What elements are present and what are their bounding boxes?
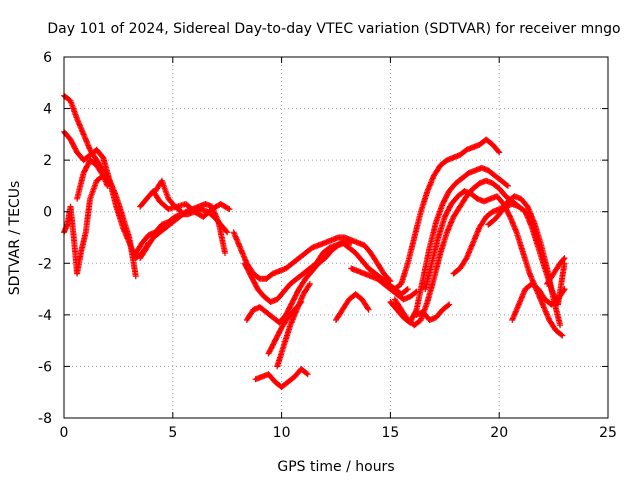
series-markers bbox=[422, 188, 566, 339]
y-tick-label: -4 bbox=[38, 308, 52, 324]
y-tick-label: 6 bbox=[43, 50, 52, 66]
data-series bbox=[61, 92, 568, 391]
series-sat-20 bbox=[413, 301, 453, 323]
y-tick-label: 4 bbox=[43, 102, 52, 118]
series-markers bbox=[509, 280, 568, 323]
series-sat-16 bbox=[348, 265, 420, 303]
y-tick-label: -8 bbox=[38, 411, 52, 427]
x-tick-label: 10 bbox=[273, 425, 291, 441]
x-tick-label: 5 bbox=[168, 425, 177, 441]
series-sat-11 bbox=[243, 239, 355, 326]
series-sat-15 bbox=[333, 291, 372, 323]
y-tick-label: 2 bbox=[43, 153, 52, 169]
series-markers bbox=[413, 301, 453, 323]
y-tick-label: -6 bbox=[38, 359, 52, 375]
series-markers bbox=[152, 177, 185, 215]
y-axis-label: SDTVAR / TECUs bbox=[7, 181, 23, 296]
series-markers bbox=[61, 172, 111, 277]
series-markers bbox=[137, 201, 228, 262]
series-sat-12 bbox=[252, 366, 311, 391]
plot-frame bbox=[63, 56, 609, 419]
series-sat-25 bbox=[544, 255, 568, 287]
x-tick-label: 15 bbox=[381, 425, 399, 441]
series-markers bbox=[365, 136, 503, 293]
series-sat-19 bbox=[391, 177, 522, 329]
series-sat-4 bbox=[74, 157, 113, 202]
series-markers bbox=[230, 229, 394, 285]
series-sat-18 bbox=[387, 164, 511, 326]
x-axis-label: GPS time / hours bbox=[277, 459, 394, 475]
series-sat-23 bbox=[485, 193, 564, 329]
series-markers bbox=[252, 366, 311, 391]
series-markers bbox=[544, 255, 568, 287]
y-tick-label: -2 bbox=[38, 256, 52, 272]
series-sat-21 bbox=[422, 188, 566, 339]
y-tick-label: 0 bbox=[43, 205, 52, 221]
x-tick-label: 20 bbox=[490, 425, 508, 441]
chart-title: Day 101 of 2024, Sidereal Day-to-day VTE… bbox=[47, 21, 620, 37]
series-markers bbox=[348, 265, 420, 303]
x-tick-label: 0 bbox=[60, 425, 69, 441]
series-sat-17 bbox=[365, 136, 503, 293]
series-sat-8 bbox=[152, 177, 185, 215]
series-markers bbox=[74, 157, 113, 202]
series-markers bbox=[243, 239, 355, 326]
series-markers bbox=[333, 291, 372, 323]
series-sat-6 bbox=[137, 201, 228, 262]
series-markers bbox=[485, 193, 564, 329]
series-sat-3 bbox=[61, 172, 111, 277]
series-markers bbox=[274, 280, 313, 370]
x-tick-label: 25 bbox=[599, 425, 617, 441]
series-markers bbox=[391, 177, 522, 329]
series-sat-9 bbox=[230, 229, 394, 285]
axis-ticks: 0 5 10 15 20 25 -8 -6 -4 -2 0 2 4 6 bbox=[38, 50, 617, 441]
grid-lines bbox=[64, 57, 608, 418]
series-sat-14 bbox=[274, 280, 313, 370]
series-sat-24 bbox=[509, 280, 568, 323]
series-markers bbox=[387, 164, 511, 326]
